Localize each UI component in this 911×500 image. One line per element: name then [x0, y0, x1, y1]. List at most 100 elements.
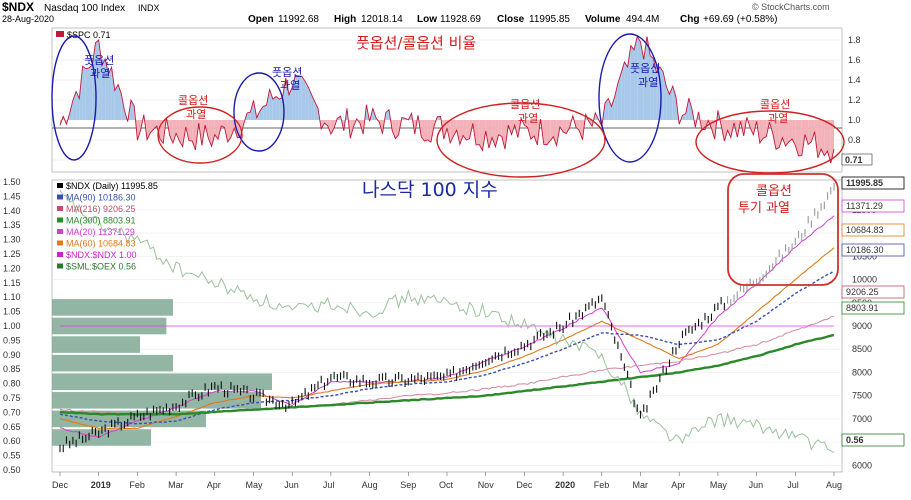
put-overheat-ellipse-2: [233, 72, 285, 152]
call-area-segment: [501, 120, 506, 150]
price-label-box: [841, 223, 905, 237]
left-y-tick: 0.80: [3, 379, 21, 389]
legend-swatch: [57, 252, 63, 257]
price-label-box: [841, 199, 905, 213]
legend-swatch: [57, 217, 63, 223]
put-area-segment: [250, 100, 254, 120]
price-label: 8803.91: [846, 303, 879, 313]
call-area-segment: [421, 120, 425, 142]
legend-swatch: [57, 206, 63, 211]
left-y-tick: 1.05: [3, 307, 21, 317]
put-area-segment: [611, 96, 615, 120]
legend-swatch: [57, 229, 63, 234]
call-area-segment: [817, 120, 822, 158]
call-area-segment: [211, 120, 215, 147]
price-label-box: [841, 285, 905, 299]
call-overheat-2-line2: 과열: [518, 112, 538, 125]
upper-y-tick: 1.2: [848, 95, 861, 105]
series-line-ma-60-: [59, 247, 835, 430]
call-area-segment: [324, 120, 328, 126]
right-y-tick: 9000: [852, 321, 872, 331]
index-name: Nasdaq 100 Index: [44, 3, 125, 14]
left-y-tick: 0.60: [3, 436, 21, 446]
put-area-segment: [85, 67, 90, 120]
put-area-segment: [614, 83, 618, 120]
put-area-segment: [630, 45, 635, 121]
call-area-segment: [189, 120, 193, 142]
x-tick-label: Dec: [52, 480, 69, 490]
close-label: Close: [497, 14, 525, 25]
x-axis: Dec 2019 Feb Mar Apr May Jun Jul Aug Sep Oct Nov Dec…: [52, 472, 842, 490]
put-overheat-3-line2: 과열: [638, 76, 658, 89]
put-area-segment: [76, 91, 80, 120]
call-area-segment: [550, 120, 554, 141]
put-area-segment: [601, 102, 606, 127]
right-y-tick: 6000: [852, 460, 872, 470]
call-area-segment: [395, 120, 399, 139]
volume-by-price-bar: [52, 299, 173, 316]
volume-by-price-bar: [52, 336, 140, 353]
put-area-segment: [295, 75, 299, 120]
spc-legend-swatch: [56, 31, 64, 37]
high-label: High: [334, 14, 356, 25]
legend-entry: MA(216) 9206.25: [66, 204, 136, 214]
high-value: 12018.14: [361, 14, 403, 25]
date-label: 28-Aug-2020: [2, 14, 54, 24]
low-value: 11928.69: [440, 14, 481, 25]
put-area-segment: [669, 86, 673, 120]
upper-y-tick: 1.6: [848, 55, 861, 65]
call-area-segment: [137, 120, 141, 141]
call-area-segment: [350, 120, 354, 139]
call-area-segment: [808, 120, 812, 145]
put-area-segment: [288, 87, 293, 120]
call-area-segment: [827, 120, 831, 164]
legend-entry: $NDX:$NDX 1.00: [66, 250, 137, 260]
left-y-tick: 0.70: [3, 407, 21, 417]
put-overheat-ellipse-1: [51, 35, 97, 161]
put-area-segment: [301, 76, 306, 120]
put-area-segment: [285, 78, 289, 120]
x-tick-label: Jun: [749, 480, 764, 490]
price-label-box: [841, 301, 905, 315]
x-tick-label: Jun: [284, 480, 299, 490]
put-area-segment: [121, 93, 125, 120]
series-line-ma-20-: [59, 215, 835, 438]
left-y-tick: 1.15: [3, 278, 21, 288]
put-area-segment: [637, 36, 641, 120]
watermark: © StockCharts.com: [752, 2, 830, 12]
legend-swatch: [57, 263, 63, 269]
x-tick-label: Jul: [323, 480, 335, 490]
put-area-segment: [108, 67, 112, 120]
x-tick-label: Mar: [168, 480, 184, 490]
speculation-line2: 투기 과열: [738, 201, 790, 216]
call-area-segment: [553, 120, 557, 146]
call-overheat-3-line1: 콜옵션: [760, 98, 790, 111]
call-area-segment: [214, 120, 219, 140]
call-area-segment: [147, 120, 151, 140]
call-area-segment: [546, 120, 551, 145]
volume-by-price-bar: [52, 373, 272, 391]
call-overheat-3-line2: 과열: [768, 112, 788, 125]
call-area-segment: [527, 120, 531, 140]
x-tick-label: 2019: [91, 480, 111, 490]
left-y-tick: 0.50: [3, 465, 21, 475]
call-area-segment: [798, 120, 802, 156]
x-tick-label: May: [246, 480, 264, 490]
put-area-segment: [308, 87, 312, 120]
upper-y-tick: 0.8: [848, 135, 861, 145]
left-y-tick: 1.40: [3, 206, 21, 216]
price-labels: 11995.85 11371.29 10684.83 10186.30 9206.25 8…: [841, 176, 905, 447]
call-area-segment: [463, 120, 467, 141]
chg-value: +69.69 (+0.58%): [703, 14, 778, 25]
spc-last-value: 0.71: [845, 155, 863, 165]
left-y-tick: 1.45: [3, 191, 21, 201]
put-area-segment: [263, 105, 267, 120]
call-area-segment: [453, 120, 457, 137]
left-y-tick: 1.10: [3, 292, 21, 302]
call-area-segment: [801, 120, 805, 156]
put-area-segment: [643, 36, 647, 120]
call-area-segment: [479, 120, 483, 151]
put-area-segment: [111, 67, 115, 120]
call-area-segment: [427, 120, 431, 143]
